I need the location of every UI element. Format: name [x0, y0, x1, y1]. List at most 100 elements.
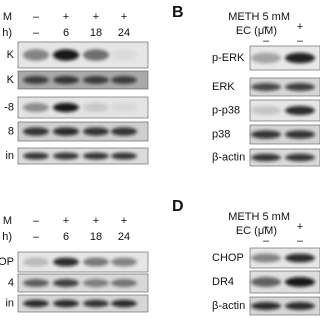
- blot-row: [17, 147, 149, 165]
- band: [23, 279, 49, 287]
- condition-label: M: [3, 11, 12, 23]
- band: [23, 49, 49, 61]
- blot-row: [249, 99, 320, 122]
- band-label: in: [5, 150, 14, 162]
- blot-row: [17, 273, 149, 293]
- band: [53, 127, 79, 136]
- band: [53, 76, 79, 84]
- condition-value: –: [33, 215, 40, 227]
- condition-label: M: [3, 215, 12, 227]
- band-label: 4: [8, 277, 14, 289]
- band-label: in: [5, 297, 14, 309]
- band: [285, 277, 315, 287]
- band: [23, 152, 49, 160]
- band-label: OP: [0, 256, 14, 268]
- band: [251, 277, 281, 287]
- blot-row: [249, 247, 320, 269]
- band: [251, 302, 281, 310]
- blot-row: [17, 294, 149, 313]
- band: [285, 253, 315, 263]
- condition-label: EC (μM): [236, 225, 277, 237]
- condition-label: METH 5 mM: [228, 211, 290, 223]
- blot-row: [249, 148, 320, 167]
- condition-value: +: [121, 215, 127, 227]
- band: [83, 127, 109, 136]
- condition-value: +: [93, 11, 99, 23]
- panel-letter: B: [172, 4, 184, 21]
- panel-letter: D: [172, 198, 184, 215]
- band: [111, 299, 137, 308]
- band: [111, 279, 137, 287]
- band-label: K: [7, 74, 15, 86]
- condition-value: –: [33, 231, 40, 243]
- band: [83, 49, 109, 61]
- band: [285, 105, 315, 116]
- condition-label: h): [2, 27, 12, 39]
- blot-row: [249, 270, 320, 294]
- band: [111, 49, 137, 61]
- band: [53, 49, 79, 61]
- blot-row: [17, 70, 149, 90]
- band-label: β-actin: [212, 300, 245, 312]
- band-label: p-ERK: [212, 52, 245, 64]
- band-label: K: [7, 49, 15, 61]
- condition-value: –: [263, 21, 270, 33]
- band: [83, 299, 109, 308]
- band: [111, 102, 137, 113]
- band: [251, 52, 281, 64]
- condition-value: –: [263, 221, 270, 233]
- band: [23, 299, 49, 308]
- condition-value: 24: [118, 27, 130, 39]
- condition-value: 24: [118, 231, 130, 243]
- blot-row: [249, 45, 320, 71]
- band-label: DR4: [212, 276, 234, 288]
- band: [83, 152, 109, 160]
- band-label: ERK: [212, 81, 235, 93]
- band-label: -8: [4, 101, 14, 113]
- blot-row: [17, 96, 149, 119]
- band: [251, 153, 281, 162]
- band: [83, 102, 109, 113]
- condition-value: –: [297, 235, 304, 247]
- band: [111, 76, 137, 84]
- band: [251, 105, 281, 116]
- band: [111, 152, 137, 160]
- condition-value: +: [63, 215, 69, 227]
- condition-value: +: [297, 21, 303, 33]
- band-label: p-p38: [212, 104, 240, 116]
- band: [251, 130, 281, 139]
- band: [285, 130, 315, 139]
- condition-value: –: [297, 35, 304, 47]
- blot-row: [17, 121, 149, 142]
- band: [53, 102, 79, 113]
- blot-row: [17, 251, 149, 273]
- band: [53, 152, 79, 160]
- condition-value: 18: [90, 231, 102, 243]
- band: [83, 279, 109, 287]
- blot-row: [249, 77, 320, 97]
- band: [251, 253, 281, 263]
- band-label: p38: [212, 128, 230, 140]
- band: [111, 127, 137, 136]
- band: [23, 76, 49, 84]
- band: [23, 127, 49, 136]
- condition-label: METH 5 mM: [228, 11, 290, 23]
- condition-value: –: [33, 11, 40, 23]
- condition-value: –: [33, 27, 40, 39]
- condition-label: EC (μM): [236, 25, 277, 37]
- band: [285, 83, 315, 91]
- condition-value: +: [63, 11, 69, 23]
- blot-row: [17, 41, 149, 69]
- band: [23, 102, 49, 113]
- band: [285, 153, 315, 162]
- band-label: 8: [8, 125, 14, 137]
- condition-value: +: [121, 11, 127, 23]
- band-label: CHOP: [212, 252, 244, 264]
- band: [285, 302, 315, 310]
- blot-row: [249, 124, 320, 145]
- band-label: β-actin: [212, 151, 245, 163]
- condition-value: +: [297, 221, 303, 233]
- band: [23, 257, 49, 267]
- blot-row: [249, 296, 320, 316]
